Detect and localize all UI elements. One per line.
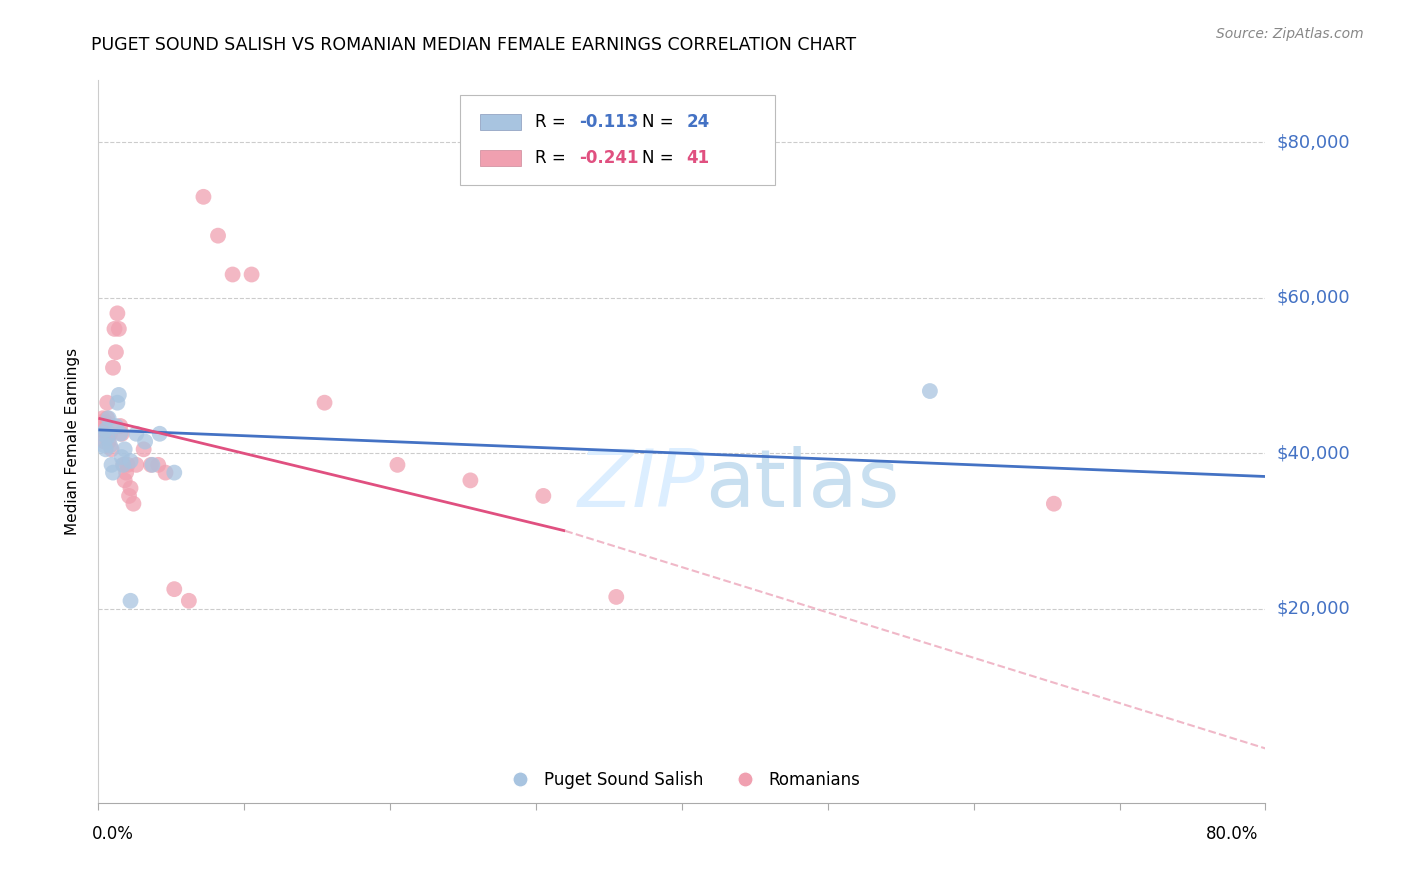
Point <box>120 481 142 495</box>
FancyBboxPatch shape <box>479 150 520 166</box>
Point <box>104 345 127 359</box>
Point <box>108 388 131 402</box>
Point <box>240 268 263 282</box>
Point <box>177 594 200 608</box>
Point <box>96 431 118 445</box>
Text: $60,000: $60,000 <box>1277 289 1350 307</box>
Text: ZIP: ZIP <box>578 446 706 524</box>
Point <box>111 426 134 441</box>
Text: 0.0%: 0.0% <box>91 825 134 843</box>
Point <box>605 590 627 604</box>
Point <box>103 322 125 336</box>
Point <box>90 415 112 429</box>
Point <box>387 458 409 472</box>
FancyBboxPatch shape <box>479 113 520 129</box>
Text: 41: 41 <box>686 149 710 167</box>
Point <box>134 434 156 449</box>
Point <box>105 395 128 409</box>
Point <box>93 434 115 449</box>
Point <box>1043 497 1066 511</box>
FancyBboxPatch shape <box>460 95 775 185</box>
Text: $40,000: $40,000 <box>1277 444 1350 462</box>
Text: Source: ZipAtlas.com: Source: ZipAtlas.com <box>1216 27 1364 41</box>
Point <box>94 415 117 429</box>
Text: -0.241: -0.241 <box>579 149 638 167</box>
Y-axis label: Median Female Earnings: Median Female Earnings <box>65 348 80 535</box>
Point <box>97 434 120 449</box>
Point <box>96 395 118 409</box>
Point <box>93 438 115 452</box>
Point <box>460 474 482 488</box>
Point <box>314 395 336 409</box>
Point <box>91 411 114 425</box>
Point <box>120 454 142 468</box>
Point <box>110 419 132 434</box>
Text: R =: R = <box>534 112 571 130</box>
Point <box>105 306 128 320</box>
Point <box>91 426 114 441</box>
Point <box>108 322 131 336</box>
Point <box>918 384 941 398</box>
Legend: Puget Sound Salish, Romanians: Puget Sound Salish, Romanians <box>498 764 866 795</box>
Point <box>115 466 138 480</box>
Text: 24: 24 <box>686 112 710 130</box>
Point <box>98 438 121 452</box>
Point <box>100 442 122 457</box>
Point <box>101 466 124 480</box>
Point <box>125 426 148 441</box>
Point <box>148 458 170 472</box>
Point <box>100 458 122 472</box>
Point <box>531 489 554 503</box>
Text: $80,000: $80,000 <box>1277 134 1350 152</box>
Point <box>155 466 177 480</box>
Text: -0.113: -0.113 <box>579 112 638 130</box>
Point <box>132 442 155 457</box>
Text: PUGET SOUND SALISH VS ROMANIAN MEDIAN FEMALE EARNINGS CORRELATION CHART: PUGET SOUND SALISH VS ROMANIAN MEDIAN FE… <box>91 36 856 54</box>
Point <box>163 582 186 596</box>
Text: N =: N = <box>643 149 679 167</box>
Point <box>90 423 112 437</box>
Point <box>110 426 132 441</box>
Point <box>114 474 136 488</box>
Point <box>139 458 162 472</box>
Text: atlas: atlas <box>706 446 900 524</box>
Point <box>221 268 243 282</box>
Point <box>98 426 121 441</box>
Point <box>114 442 136 457</box>
Point <box>104 419 127 434</box>
Point <box>97 411 120 425</box>
Point <box>101 360 124 375</box>
Point <box>141 458 163 472</box>
Point <box>96 411 118 425</box>
Point <box>122 497 145 511</box>
Text: 80.0%: 80.0% <box>1206 825 1258 843</box>
Point <box>111 450 134 464</box>
Point <box>207 228 229 243</box>
Point <box>163 466 186 480</box>
Point <box>112 458 135 472</box>
Point <box>112 458 135 472</box>
Point <box>94 423 117 437</box>
Point <box>193 190 215 204</box>
Point <box>117 458 139 472</box>
Point <box>118 489 141 503</box>
Point <box>125 458 148 472</box>
Text: $20,000: $20,000 <box>1277 599 1350 617</box>
Point <box>149 426 172 441</box>
Point <box>120 594 142 608</box>
Point <box>94 442 117 457</box>
Text: N =: N = <box>643 112 679 130</box>
Text: R =: R = <box>534 149 571 167</box>
